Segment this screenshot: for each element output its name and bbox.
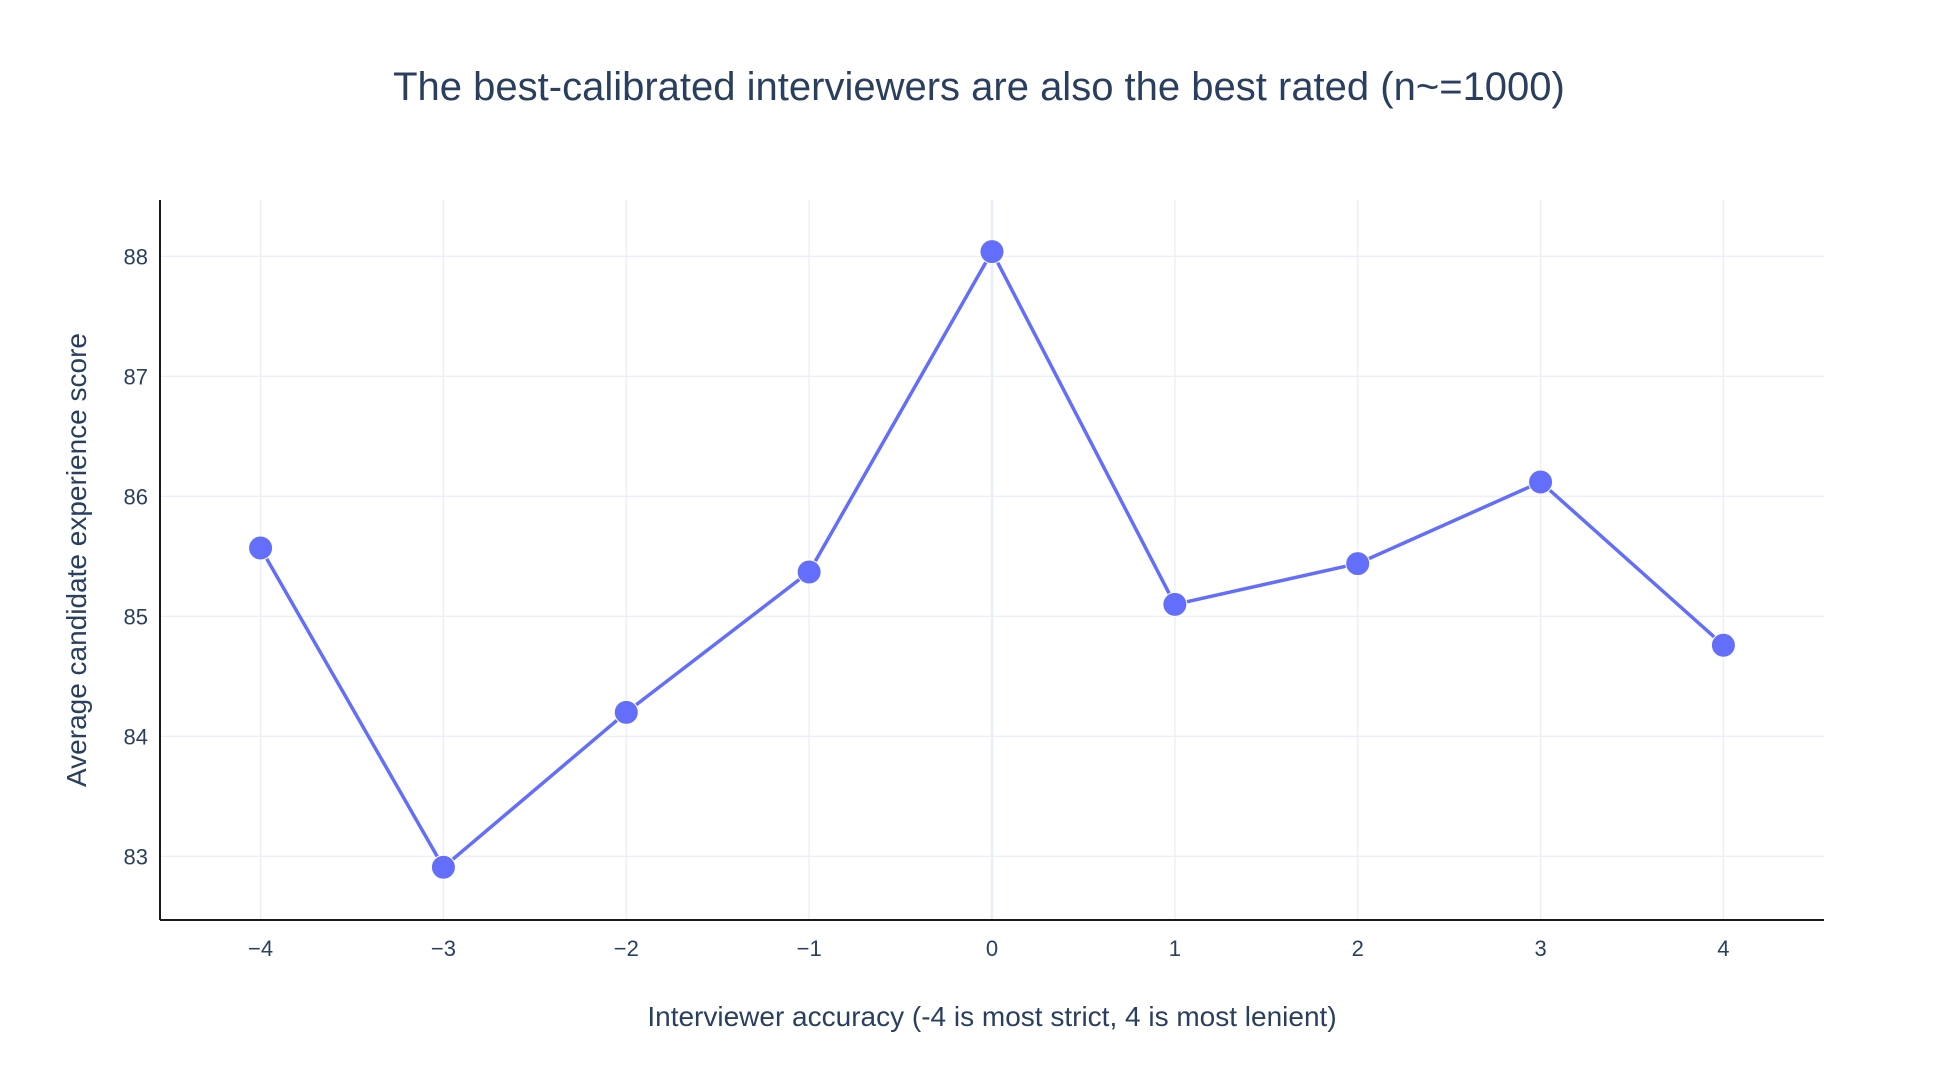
data-point [1345, 551, 1371, 577]
data-point [1710, 632, 1736, 658]
x-axis-title: Interviewer accuracy (-4 is most strict,… [647, 1001, 1336, 1032]
x-tick-label: 4 [1717, 936, 1729, 961]
data-point [1528, 469, 1554, 495]
chart-title: The best-calibrated interviewers are als… [393, 65, 1565, 109]
y-tick-label: 83 [124, 844, 148, 869]
x-tick-label: 2 [1352, 936, 1364, 961]
data-point [430, 854, 456, 880]
y-tick-label: 86 [124, 484, 148, 509]
y-tick-label: 85 [124, 604, 148, 629]
y-tick-label: 87 [124, 364, 148, 389]
x-axis-ticks: −4 −3 −2 −1 0 1 2 3 4 [248, 936, 1730, 961]
grid [160, 200, 1824, 920]
data-point [796, 559, 822, 585]
x-tick-label: −3 [431, 936, 456, 961]
axes [159, 200, 1824, 921]
data-point [1162, 591, 1188, 617]
x-tick-label: −1 [797, 936, 822, 961]
y-axis-title: Average candidate experience score [61, 333, 92, 787]
y-tick-label: 88 [124, 244, 148, 269]
series-0 [248, 239, 1736, 880]
x-tick-label: −4 [248, 936, 273, 961]
y-axis-ticks: 83 84 85 86 87 88 [124, 244, 148, 869]
x-tick-label: 3 [1534, 936, 1546, 961]
data-point [613, 699, 639, 725]
x-tick-label: 1 [1169, 936, 1181, 961]
x-tick-label: −2 [614, 936, 639, 961]
data-point [979, 239, 1005, 265]
y-tick-label: 84 [124, 724, 148, 749]
data-point [248, 535, 274, 561]
x-tick-label: 0 [986, 936, 998, 961]
